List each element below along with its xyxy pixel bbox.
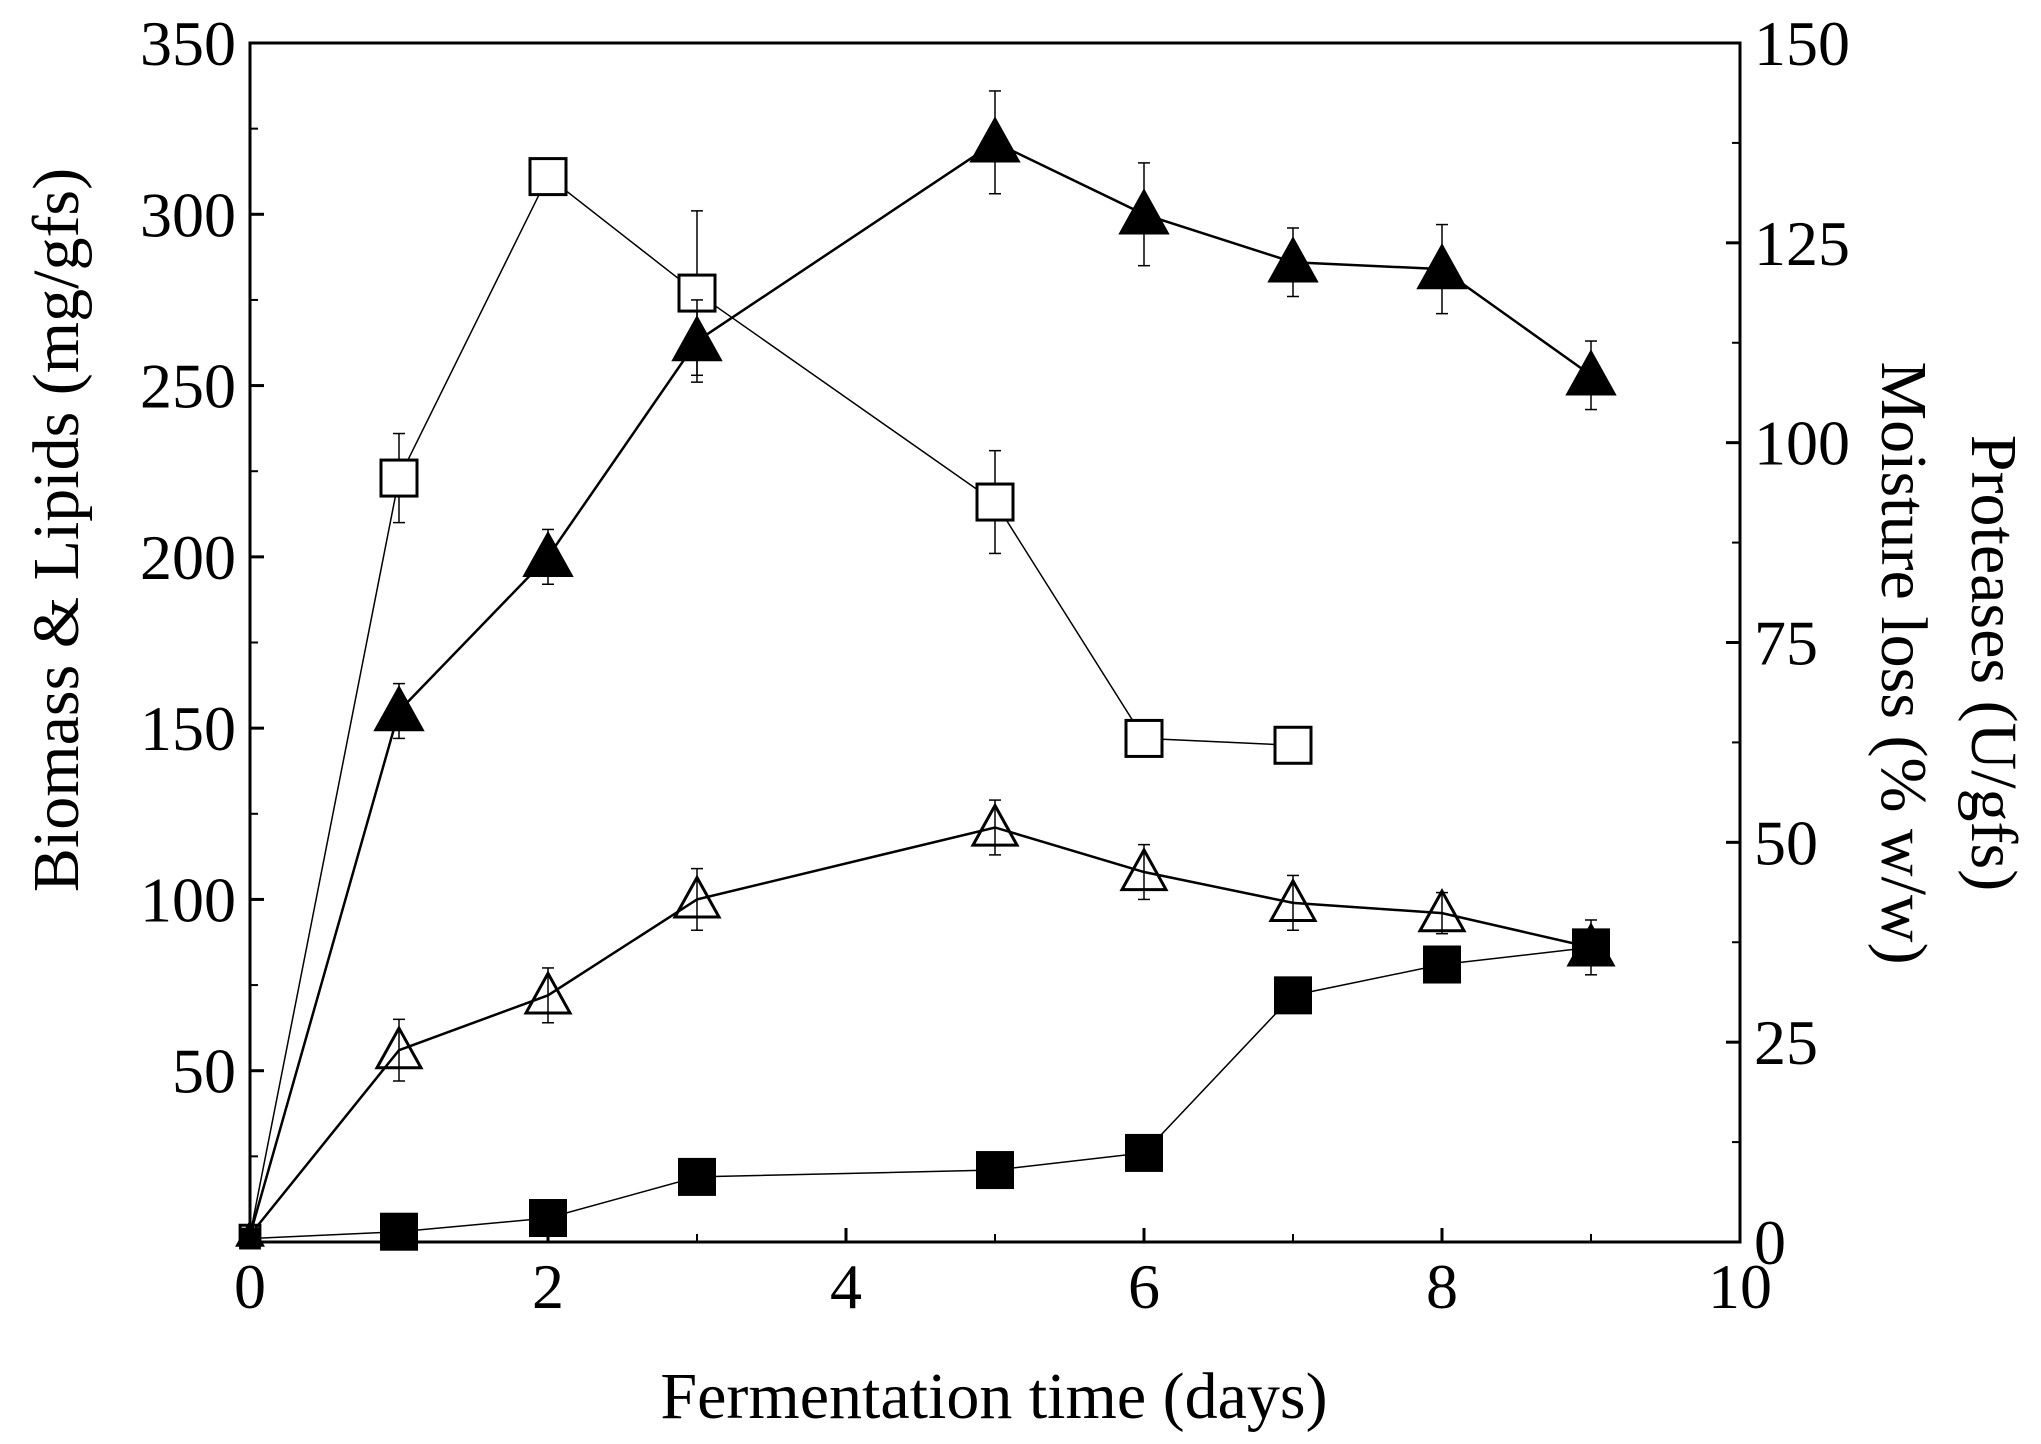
plot-frame — [248, 41, 1742, 1244]
data-point-square-filled — [1572, 928, 1610, 967]
y-right-tick-label: 25 — [1754, 1007, 1818, 1078]
data-point-square-open — [379, 458, 419, 498]
data-point-square-open — [1273, 725, 1313, 765]
data-point-triangle-open — [1417, 888, 1467, 933]
data-point-square-filled — [1125, 1133, 1163, 1172]
data-point-square-filled — [1423, 945, 1461, 984]
y-right-tick-label: 150 — [1754, 8, 1850, 79]
x-tick-label: 0 — [234, 1251, 266, 1322]
data-point-triangle-filled — [373, 684, 425, 732]
data-point-triangle-open — [523, 970, 573, 1015]
x-tick-label: 10 — [1708, 1251, 1772, 1322]
data-point-square-filled — [239, 1227, 261, 1250]
y-left-tick-label: 100 — [140, 864, 236, 935]
data-point-square-open — [1124, 718, 1164, 758]
y-right-tick-label: 100 — [1754, 408, 1850, 479]
series-triangle-filled — [235, 90, 1617, 1247]
data-point-square-filled — [976, 1151, 1014, 1190]
y-left-tick-label: 200 — [140, 522, 236, 593]
data-point-triangle-filled — [522, 530, 574, 578]
data-point-triangle-filled — [671, 314, 723, 362]
series-triangle-open — [235, 799, 1616, 1247]
data-point-triangle-filled — [969, 116, 1021, 163]
series-line — [249, 826, 1592, 1236]
y-right-tick-label: 0 — [1754, 1207, 1786, 1278]
axis-ticks: 0 2 4 6 8 10 50 100 150 200 250 300 350 0 25 50 75 100 125… — [140, 8, 1850, 1322]
data-point-triangle-open — [672, 874, 722, 919]
data-point-square-filled — [678, 1157, 716, 1196]
data-point-triangle-filled — [1416, 243, 1468, 290]
y-axis-left-title: Biomass & Lipids (mg/gfs) — [20, 168, 93, 892]
y-right-tick-label: 50 — [1754, 807, 1818, 878]
data-point-triangle-open — [970, 802, 1020, 847]
series-square-open — [238, 157, 1313, 1247]
y-left-tick-label: 350 — [140, 8, 236, 79]
x-axis-title: Fermentation time (days) — [660, 1360, 1327, 1433]
y-left-tick-label: 300 — [140, 179, 236, 250]
x-tick-label: 2 — [532, 1251, 564, 1322]
data-point-square-open — [528, 157, 568, 197]
x-tick-label: 6 — [1128, 1251, 1160, 1322]
y-left-tick-label: 150 — [140, 693, 236, 764]
data-point-square-filled — [380, 1212, 418, 1251]
series-line — [248, 140, 1592, 1236]
data-point-triangle-filled — [1267, 236, 1319, 283]
y-left-tick-label: 250 — [140, 351, 236, 422]
data-point-triangle-open — [1119, 846, 1169, 892]
y-right-tick-label: 125 — [1754, 208, 1850, 279]
y-left-tick-label: 50 — [172, 1036, 236, 1107]
x-tick-label: 8 — [1426, 1251, 1458, 1322]
y-right-tick-label: 75 — [1754, 608, 1818, 679]
data-point-square-open — [975, 482, 1015, 522]
y-axis-right-title-moisture: Moisture loss (% w/w) — [1867, 361, 1940, 964]
data-point-triangle-open — [1268, 877, 1318, 922]
y-axis-right-title-proteases: Proteases (U/gfs) — [1957, 435, 2030, 891]
plot-border — [248, 41, 1742, 1244]
data-point-square-filled — [1274, 976, 1312, 1015]
series-line — [249, 946, 1592, 1240]
data-point-triangle-filled — [1118, 188, 1170, 235]
data-point-square-filled — [529, 1199, 567, 1238]
series-layer — [235, 90, 1617, 1251]
series-square-filled — [239, 928, 1610, 1251]
data-point-triangle-open — [374, 1025, 424, 1070]
x-tick-label: 4 — [830, 1251, 862, 1322]
data-point-triangle-filled — [1565, 349, 1617, 396]
